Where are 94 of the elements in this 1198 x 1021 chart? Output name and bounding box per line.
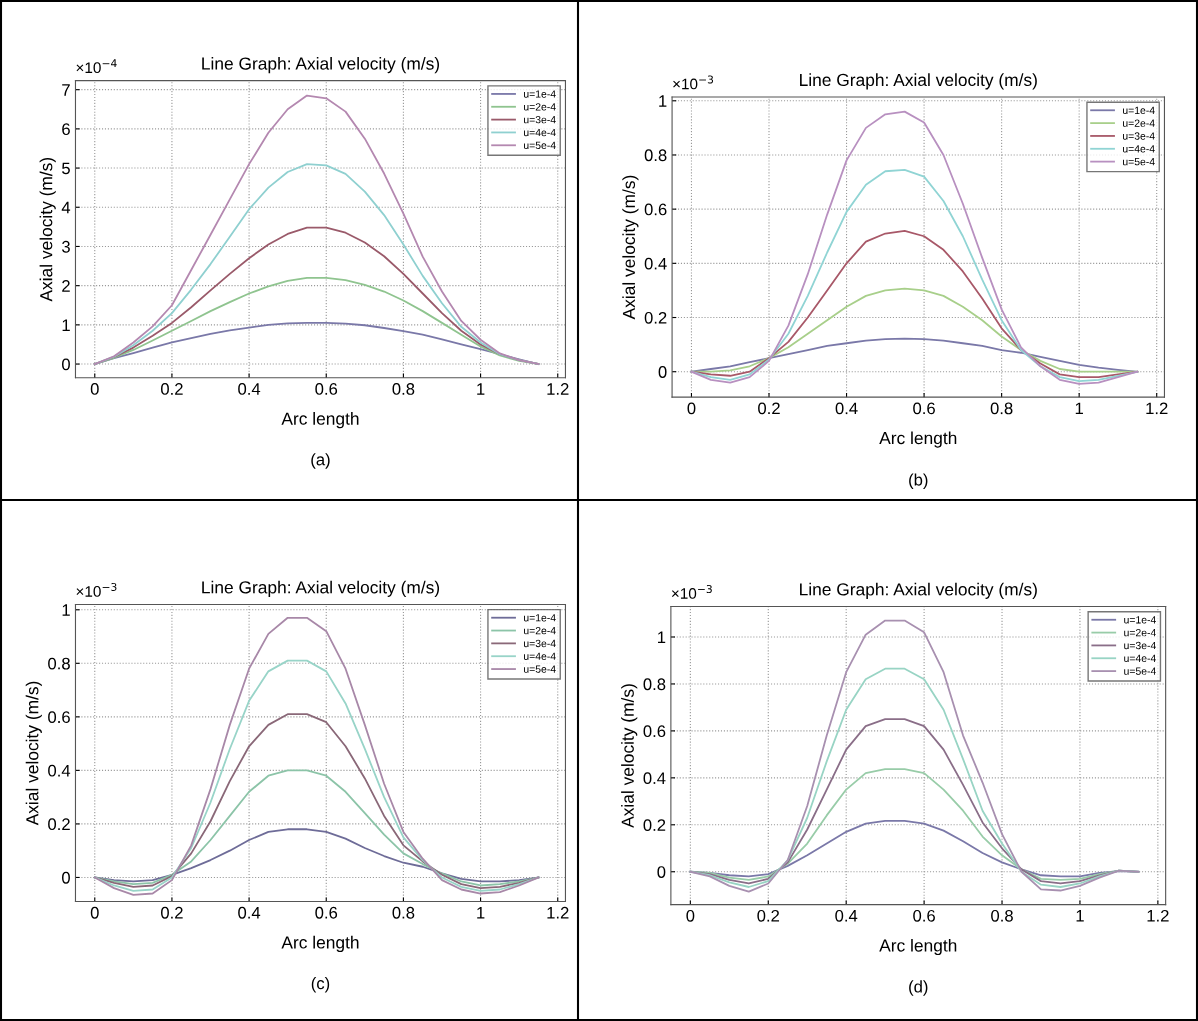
y-tick-label: 0.2: [643, 819, 666, 831]
x-tick-label: 0.2: [160, 383, 183, 395]
x-tick-label: 1: [1076, 910, 1084, 922]
x-tick-label: 0.6: [913, 909, 935, 922]
y-tick-label: 0: [62, 871, 70, 884]
y-tick-label: 0: [62, 358, 70, 371]
x-tick-label: 1: [477, 907, 485, 919]
legend-label: u=4e-4: [1124, 654, 1156, 663]
legend-label: u=5e-4: [524, 665, 556, 673]
legend-label: u=4e-4: [524, 652, 556, 660]
y-tick-label: 0.4: [643, 772, 666, 785]
y-axis-title: Axial velocity (m/s): [621, 684, 638, 828]
text: (d): [909, 980, 928, 996]
legend-label: u=2e-4: [524, 103, 556, 111]
chart-title: Line Graph: Axial velocity (m/s): [202, 580, 440, 597]
legend-label: u=2e-4: [524, 626, 556, 635]
legend-label: u=1e-4: [1123, 106, 1155, 115]
x-tick-label: 0.6: [315, 906, 338, 919]
y-tick-label: 0.8: [48, 657, 70, 670]
y-tick-label: 3: [61, 240, 70, 253]
y-tick-label: 0.6: [48, 711, 70, 724]
legend-label: u=2e-4: [1124, 628, 1156, 637]
legend-label: u=1e-4: [524, 614, 556, 622]
x-axis-title: Arc length: [879, 938, 957, 956]
text: ×10$^{−3}$: [671, 584, 712, 599]
y-tick-label: 0.2: [644, 311, 667, 324]
x-axis-title: Arc length: [281, 412, 359, 429]
x-tick-label: 0.2: [160, 906, 183, 919]
text: (b): [909, 473, 928, 489]
y-tick-label: 5: [62, 162, 70, 175]
legend-label: u=4e-4: [1123, 145, 1155, 153]
x-tick-label: 0.4: [835, 402, 858, 415]
legend-label: u=1e-4: [524, 90, 556, 98]
text: ×10$^{−3}$: [673, 75, 714, 90]
y-tick-label: 2: [62, 280, 70, 292]
y-tick-label: 1: [62, 604, 70, 616]
x-tick-label: 0.8: [990, 402, 1013, 415]
y-tick-label: 0.6: [643, 725, 666, 738]
x-tick-label: 0: [90, 906, 99, 919]
legend-label: u=4e-4: [524, 128, 556, 137]
x-tick-label: 1.2: [1147, 909, 1169, 922]
x-tick-label: 0.8: [991, 909, 1013, 922]
y-tick-label: 6: [62, 123, 70, 136]
x-tick-label: 0: [687, 402, 696, 415]
legend-label: u=1e-4: [1124, 616, 1156, 624]
x-tick-label: 0.6: [913, 402, 935, 415]
chart-title: Line Graph: Axial velocity (m/s): [800, 73, 1037, 90]
legend-label: u=3e-4: [524, 115, 556, 124]
y-tick-label: 0.4: [644, 257, 667, 270]
y-tick-label: 0.8: [644, 149, 667, 162]
y-tick-label: 0: [657, 866, 666, 878]
y-axis-title: Axial velocity (m/s): [622, 175, 639, 320]
x-tick-label: 0: [90, 383, 99, 395]
legend-label: u=5e-4: [1124, 667, 1156, 675]
x-tick-label: 0.2: [758, 402, 780, 415]
x-tick-label: 0.6: [315, 383, 338, 395]
x-tick-label: 1: [1075, 402, 1083, 415]
x-tick-label: 0.8: [392, 906, 415, 919]
legend-label: u=3e-4: [1123, 132, 1155, 140]
legend-label: u=5e-4: [1123, 158, 1155, 166]
chart-title: Line Graph: Axial velocity (m/s): [202, 56, 440, 74]
x-axis-title: Arc length: [281, 935, 359, 953]
y-tick-label: 0.6: [644, 203, 667, 216]
y-tick-label: 0.8: [643, 678, 666, 691]
x-tick-label: 1: [477, 383, 485, 395]
x-tick-label: 0.2: [757, 909, 780, 922]
text: ×10$^{−4}$: [76, 59, 117, 74]
y-tick-label: 0.2: [48, 818, 70, 831]
y-axis-title: Axial velocity (m/s): [39, 157, 56, 302]
y-tick-label: 1: [659, 95, 667, 107]
legend-label: u=5e-4: [524, 141, 556, 150]
x-tick-label: 1.2: [1146, 402, 1168, 415]
text: (a): [311, 453, 330, 469]
x-tick-label: 0: [686, 909, 695, 922]
x-axis-title: Arc length: [879, 431, 957, 448]
x-tick-label: 1.2: [547, 383, 569, 395]
legend-label: u=3e-4: [1124, 641, 1156, 650]
y-tick-label: 1: [658, 631, 666, 644]
y-tick-label: 4: [61, 201, 71, 214]
legend-label: u=2e-4: [1123, 119, 1155, 127]
y-axis-title: Axial velocity (m/s): [25, 681, 42, 826]
x-tick-label: 0.8: [392, 383, 415, 395]
y-tick-label: 1: [62, 319, 70, 331]
legend-label: u=3e-4: [524, 639, 556, 648]
y-tick-label: 0.4: [48, 764, 71, 777]
x-tick-label: 0.4: [238, 383, 261, 395]
x-tick-label: 0.4: [835, 909, 858, 922]
y-tick-label: 0: [658, 366, 667, 378]
x-tick-label: 0.4: [238, 906, 261, 919]
text: ×10$^{−3}$: [76, 582, 117, 597]
y-tick-label: 7: [62, 84, 70, 96]
x-tick-label: 1.2: [547, 906, 569, 919]
text: (c): [311, 976, 330, 993]
chart-title: Line Graph: Axial velocity (m/s): [800, 582, 1037, 599]
